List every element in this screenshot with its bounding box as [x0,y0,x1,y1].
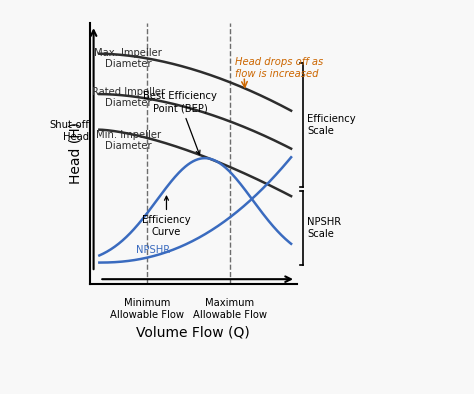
Text: Shut-off
Head: Shut-off Head [49,120,89,142]
Text: Efficiency
Curve: Efficiency Curve [142,196,191,237]
Text: Best Efficiency
Point (BEP): Best Efficiency Point (BEP) [143,91,217,154]
Text: Efficiency
Scale: Efficiency Scale [308,114,356,136]
Text: Min. Impeller
Diameter: Min. Impeller Diameter [96,130,161,151]
Text: Max. Impeller
Diameter: Max. Impeller Diameter [94,48,162,69]
Text: Minimum
Allowable Flow: Minimum Allowable Flow [110,298,184,320]
Text: Rated Impeller
Diameter: Rated Impeller Diameter [91,87,164,108]
Y-axis label: Head (H): Head (H) [69,123,83,184]
X-axis label: Volume Flow (Q): Volume Flow (Q) [137,325,250,340]
Text: NPSHR: NPSHR [136,245,170,255]
Text: NPSHR
Scale: NPSHR Scale [308,217,342,239]
Text: Maximum
Allowable Flow: Maximum Allowable Flow [193,298,267,320]
Text: Head drops off as
flow is increased: Head drops off as flow is increased [235,57,323,79]
